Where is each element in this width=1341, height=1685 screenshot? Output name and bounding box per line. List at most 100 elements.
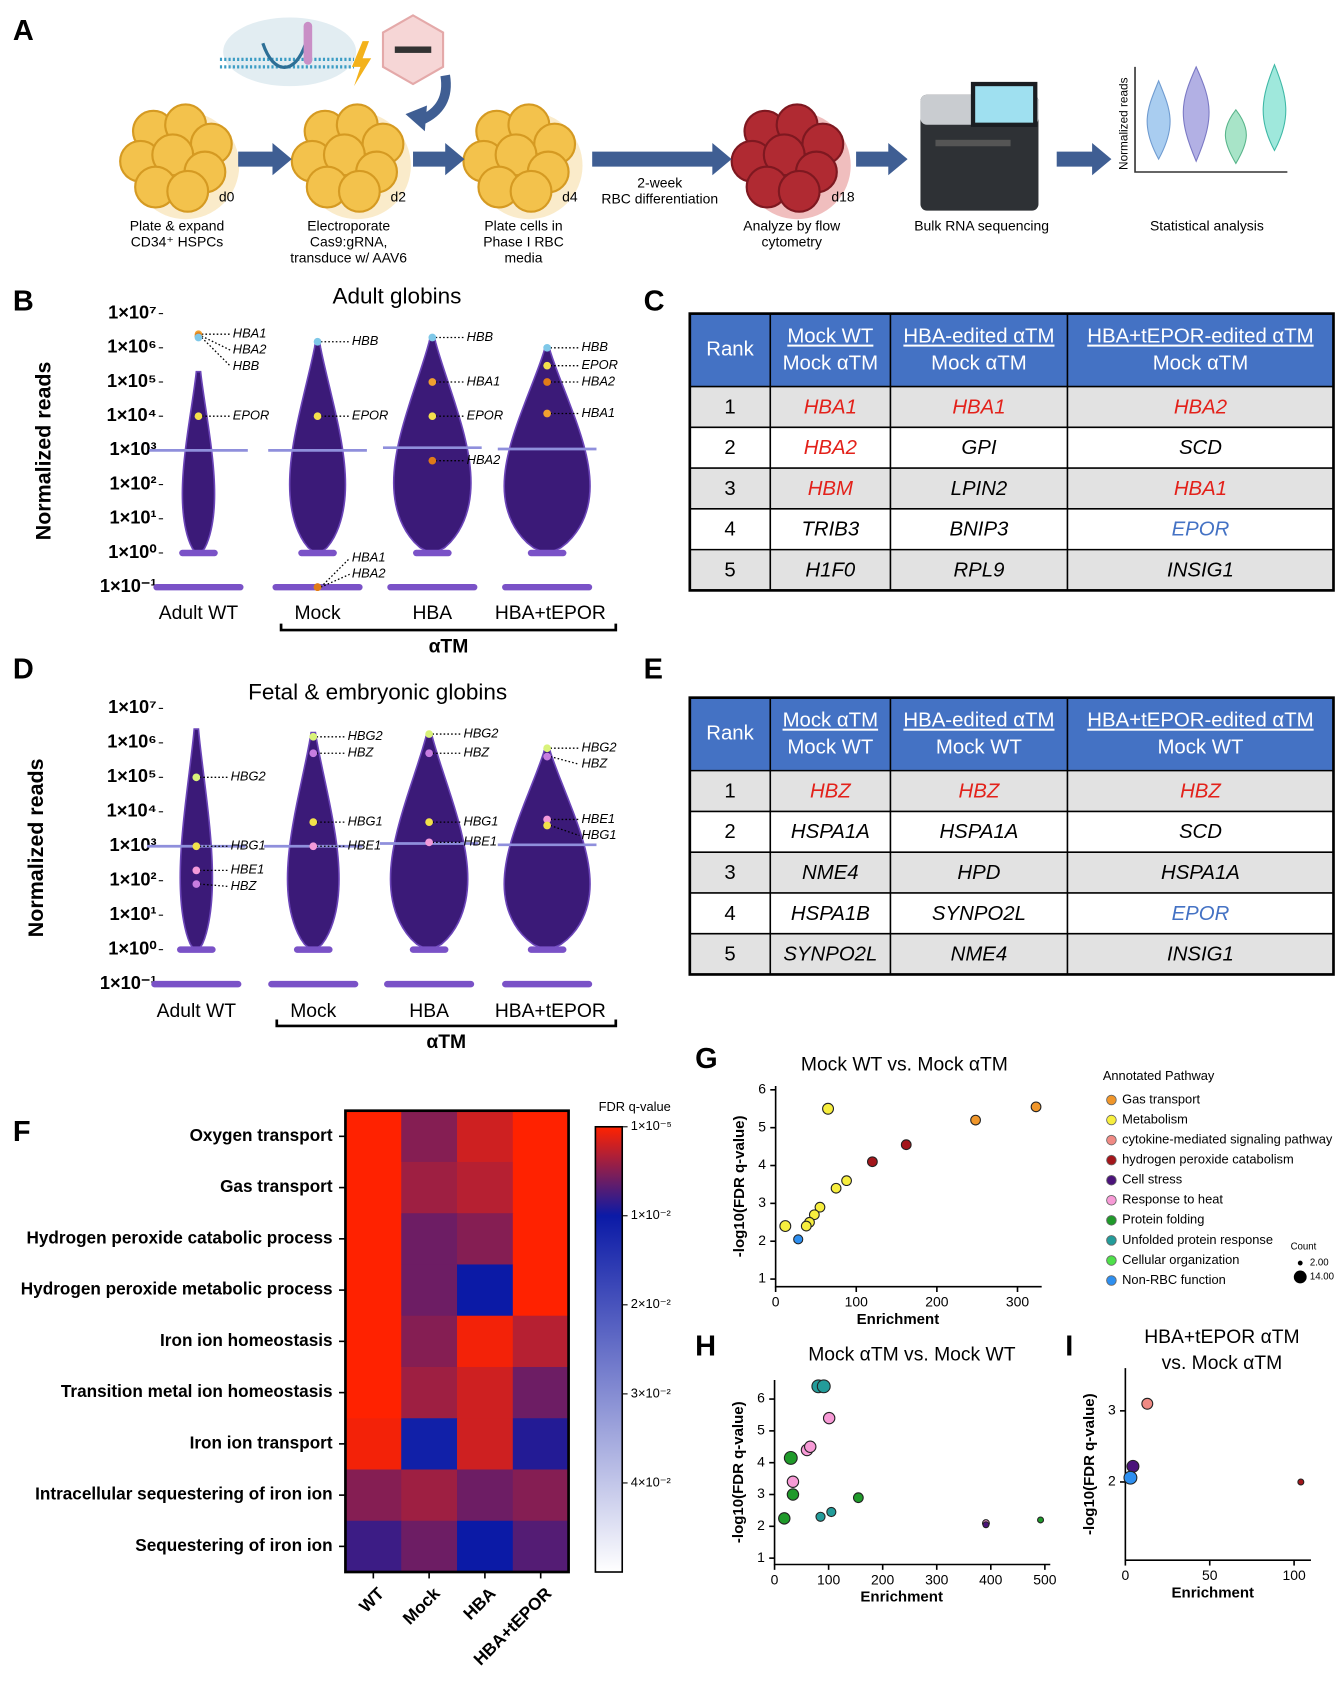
point	[816, 1379, 831, 1394]
legend-label: Cell stress	[1122, 1172, 1182, 1187]
gene-label: HBZ	[231, 878, 258, 893]
heat-cell	[512, 1264, 570, 1317]
leader	[550, 755, 580, 765]
table-cell: 4	[724, 903, 735, 925]
arrow	[238, 143, 292, 176]
y-axis-label: Normalized reads	[24, 758, 48, 937]
table-header: Mock αTM	[783, 710, 879, 732]
point	[815, 1511, 826, 1522]
y-axis-label: -log10(FDR q-value)	[730, 1401, 747, 1543]
legend-swatch	[1106, 1174, 1117, 1186]
chart-title: Mock αTM vs. Mock WT	[808, 1344, 1016, 1365]
size-label: 2.00	[1310, 1258, 1329, 1269]
row-label: Iron ion homeostasis	[160, 1330, 333, 1350]
sequencer	[920, 81, 1039, 211]
table-cell: INSIG1	[1167, 944, 1234, 966]
gene-point	[543, 821, 551, 830]
heat-cell	[512, 1315, 570, 1368]
legend-label: cytokine-mediated signaling pathway	[1122, 1132, 1333, 1147]
heat-cell	[345, 1418, 402, 1471]
x-tick-label: Adult WT	[157, 1001, 237, 1022]
table-cell: HBM	[808, 478, 853, 500]
gene-point	[425, 749, 433, 758]
leader	[550, 824, 580, 837]
zero-band	[502, 583, 593, 591]
legend-label: hydrogen peroxide catabolism	[1122, 1152, 1294, 1167]
gene-label: HBB	[352, 333, 379, 348]
panel-label: C	[644, 286, 665, 318]
one-band	[179, 549, 218, 557]
row-label: Hydrogen peroxide metabolic process	[21, 1279, 333, 1299]
chart-title: vs. Mock αTM	[1162, 1353, 1283, 1374]
point	[1123, 1470, 1138, 1485]
point	[822, 1411, 836, 1425]
heat-cell	[401, 1366, 458, 1419]
zero-band	[151, 980, 242, 988]
y-tick-label: 1×10⁰	[108, 541, 156, 562]
table-row-bg	[689, 508, 1334, 550]
table-row-bg	[689, 892, 1334, 934]
cell	[166, 169, 210, 213]
one-band	[409, 946, 449, 953]
y-tick-label: 1×10³	[110, 834, 157, 855]
row-label: Iron ion transport	[190, 1432, 333, 1452]
x-tick-label: HBA+tEPOR	[495, 603, 606, 624]
day-label: d4	[562, 188, 578, 204]
x-tick-label: 50	[1202, 1567, 1218, 1583]
table-cell: HPD	[957, 862, 1000, 884]
point	[841, 1175, 852, 1187]
table-header: Mock WT	[1157, 736, 1243, 758]
y-tick-label: 1×10⁶	[107, 731, 156, 752]
gene-point	[309, 749, 318, 758]
sequencer-display	[975, 86, 1034, 123]
point	[786, 1488, 800, 1501]
colorbar	[594, 1125, 624, 1573]
step-caption: Bulk RNA sequencing	[914, 217, 1049, 233]
gene-point	[309, 842, 318, 851]
gene-label: HBE1	[581, 811, 615, 826]
gene-label: HBZ	[463, 745, 490, 760]
gene-label: HBG1	[581, 827, 616, 842]
table-cell: HSPA1B	[791, 903, 870, 925]
gene-point	[425, 818, 433, 827]
heat-cell	[345, 1520, 402, 1573]
leader	[320, 573, 350, 588]
size-label: 14.00	[1310, 1272, 1334, 1283]
step-caption: media	[505, 250, 543, 266]
gene-label: EPOR	[233, 408, 269, 423]
gene-label: HBE1	[463, 834, 497, 849]
heat-cell	[401, 1418, 458, 1471]
y-tick-label: 1×10⁷	[108, 696, 157, 717]
zero-band	[502, 980, 593, 988]
gene-point	[192, 842, 201, 851]
y-tick-label: 1×10⁷	[108, 301, 157, 322]
gene-point	[428, 412, 437, 421]
point	[808, 1209, 820, 1221]
heat-cell	[457, 1315, 514, 1368]
gene-point	[313, 412, 322, 421]
table-cell: SYNPO2L	[932, 903, 1026, 925]
heat-cell	[345, 1315, 402, 1368]
table-cell: SCD	[1179, 821, 1222, 843]
legend-swatch	[1106, 1134, 1117, 1146]
x-axis-label: Enrichment	[1172, 1584, 1255, 1601]
leader	[201, 337, 232, 367]
gene-label: HBA1	[233, 326, 267, 341]
table-cell: RPL9	[953, 559, 1004, 581]
y-tick-label: 1×10⁻¹	[100, 575, 157, 596]
table-row-bg	[689, 770, 1334, 812]
one-band	[293, 946, 333, 953]
gene-point	[313, 337, 322, 346]
table-row-bg	[689, 386, 1334, 428]
y-tick-label: 5	[758, 1118, 766, 1134]
table-cell: 3	[724, 478, 735, 500]
x-tick-label: 0	[772, 1293, 780, 1309]
point	[778, 1512, 791, 1525]
heat-cell	[457, 1469, 514, 1522]
row-label: Intracellular sequestering of iron ion	[35, 1484, 332, 1504]
gene-label: HBG2	[463, 725, 498, 740]
step-caption: Statistical analysis	[1150, 217, 1264, 233]
gene-point	[194, 333, 203, 342]
table-header: HBA+tEPOR-edited αTM	[1087, 326, 1313, 348]
